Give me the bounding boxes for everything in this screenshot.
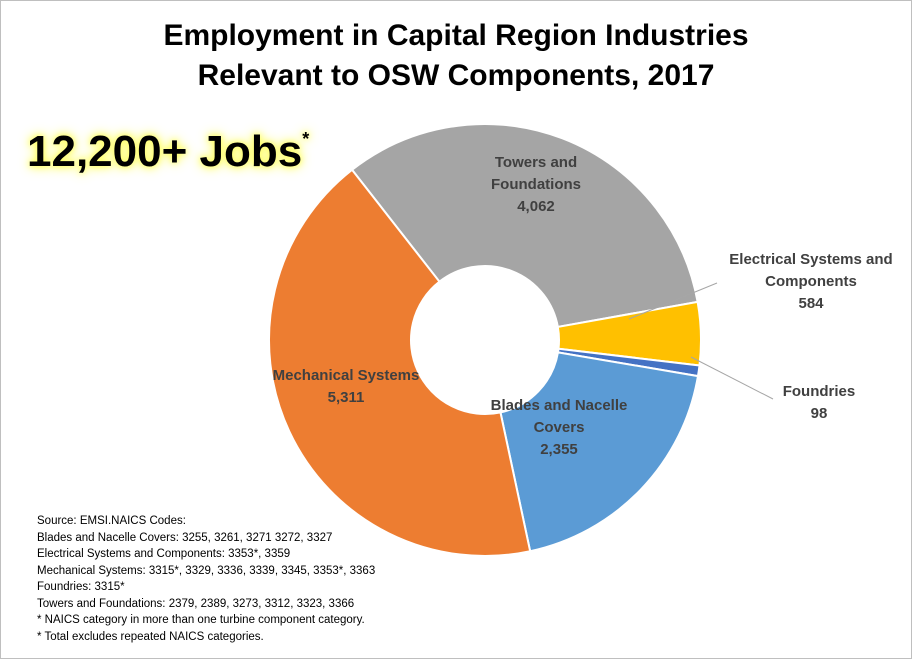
note-line: Towers and Foundations: 2379, 2389, 3273… — [37, 597, 355, 610]
leader-line — [628, 282, 718, 320]
value-label: 98 — [810, 405, 828, 422]
chart-title: Employment in Capital Region Industries — [163, 19, 749, 52]
notes: Source: EMSI.NAICS Codes: Blades and Nace… — [37, 513, 375, 645]
value-label: 584 — [798, 295, 824, 312]
donut-segment — [350, 123, 699, 329]
note-line: Electrical Systems and Components: 3353*… — [37, 548, 291, 560]
note-line: Mechanical Systems: 3315*, 3329, 3336, 3… — [37, 564, 376, 577]
category-label: Towers and Foundations — [491, 154, 581, 193]
annotation: 12,200+ Jobs* — [27, 127, 309, 177]
note-line: Source: EMSI.NAICS Codes: — [37, 515, 186, 527]
note-line: * Total excludes repeated NAICS categori… — [37, 630, 264, 643]
value-label: 2,355 — [540, 441, 578, 458]
leader-line — [690, 356, 774, 400]
data-label: Blades and Nacelle Covers 2,355 — [484, 395, 634, 461]
data-label: Foundries 98 — [764, 381, 874, 425]
annotation-text: 12,200+ Jobs — [27, 127, 303, 176]
chart-title: Relevant to OSW Components, 2017 — [197, 59, 715, 92]
category-label: Foundries — [782, 383, 856, 400]
data-label: Towers and Foundations 4,062 — [466, 152, 606, 218]
category-label: Electrical Systems and Components — [729, 251, 893, 290]
donut-segment — [499, 351, 700, 553]
category-label: Blades and Nacelle Covers — [490, 397, 628, 436]
annotation-mark: * — [302, 129, 310, 149]
category-label: Mechanical Systems — [272, 367, 420, 384]
donut-segment — [268, 168, 532, 557]
note-line: * NAICS category in more than one turbin… — [37, 614, 365, 626]
value-label: 4,062 — [517, 198, 555, 215]
data-label: Electrical Systems and Components 584 — [716, 249, 906, 315]
note-line: Foundries: 3315* — [37, 581, 125, 593]
data-label: Mechanical Systems 5,311 — [251, 365, 441, 409]
value-label: 5,311 — [327, 389, 365, 406]
note-line: Blades and Nacelle Covers: 3255, 3261, 3… — [37, 531, 333, 544]
